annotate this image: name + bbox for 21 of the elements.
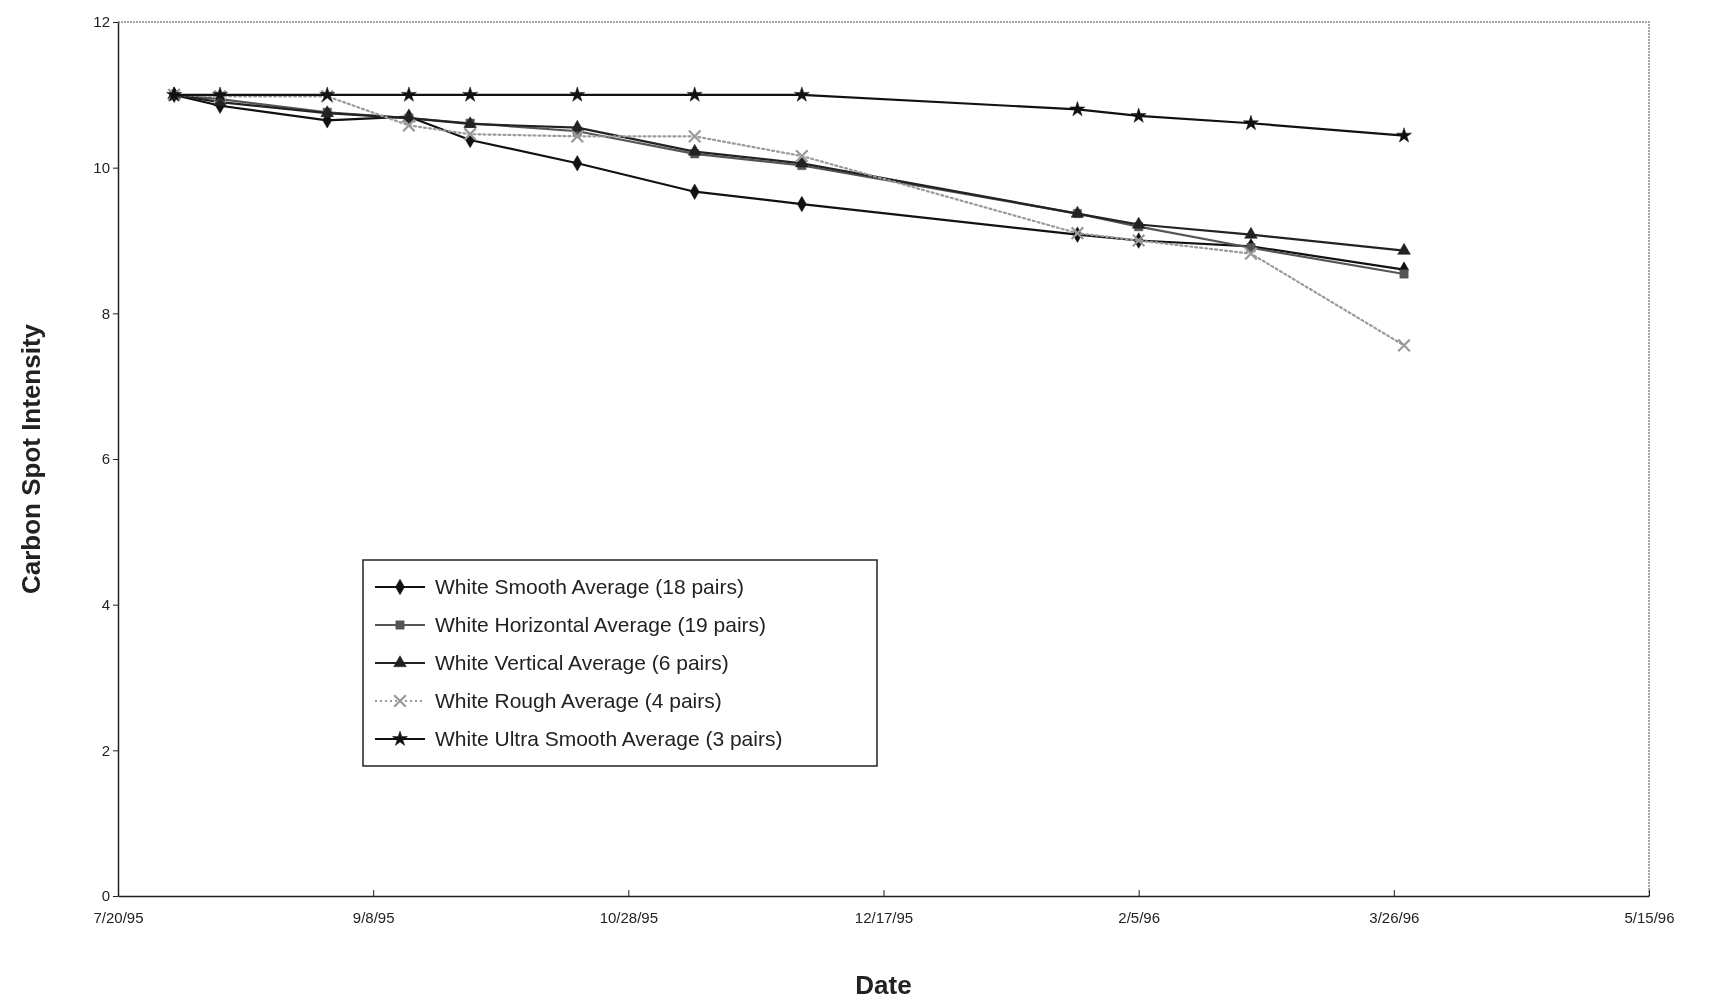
x-tick-label: 12/17/95 — [854, 909, 914, 926]
y-tick-label: 8 — [101, 304, 110, 322]
x-tick-label: 2/5/96 — [1118, 909, 1161, 926]
y-tick-label: 2 — [101, 741, 110, 759]
legend-label: White Horizontal Average (19 pairs) — [435, 613, 767, 637]
x-tick-label: 3/26/96 — [1369, 909, 1420, 926]
y-tick-label: 4 — [101, 595, 110, 613]
x-tick-label: 7/20/95 — [93, 909, 144, 926]
y-tick-label: 12 — [93, 13, 110, 31]
x-axis-title: Date — [855, 970, 912, 1000]
y-tick-label: 0 — [101, 887, 110, 905]
legend-label: White Rough Average (4 pairs) — [435, 689, 722, 713]
x-tick-label: 5/15/96 — [1624, 909, 1675, 926]
y-tick-label: 6 — [101, 450, 110, 468]
legend-label: White Ultra Smooth Average (3 pairs) — [435, 727, 783, 751]
legend-label: White Smooth Average (18 pairs) — [435, 575, 744, 599]
y-tick-label: 10 — [93, 158, 110, 176]
legend-label: White Vertical Average (6 pairs) — [435, 651, 729, 675]
x-tick-label: 10/28/95 — [599, 909, 659, 926]
x-tick-label: 9/8/95 — [352, 909, 395, 926]
y-axis-title: Carbon Spot Intensity — [16, 323, 46, 595]
